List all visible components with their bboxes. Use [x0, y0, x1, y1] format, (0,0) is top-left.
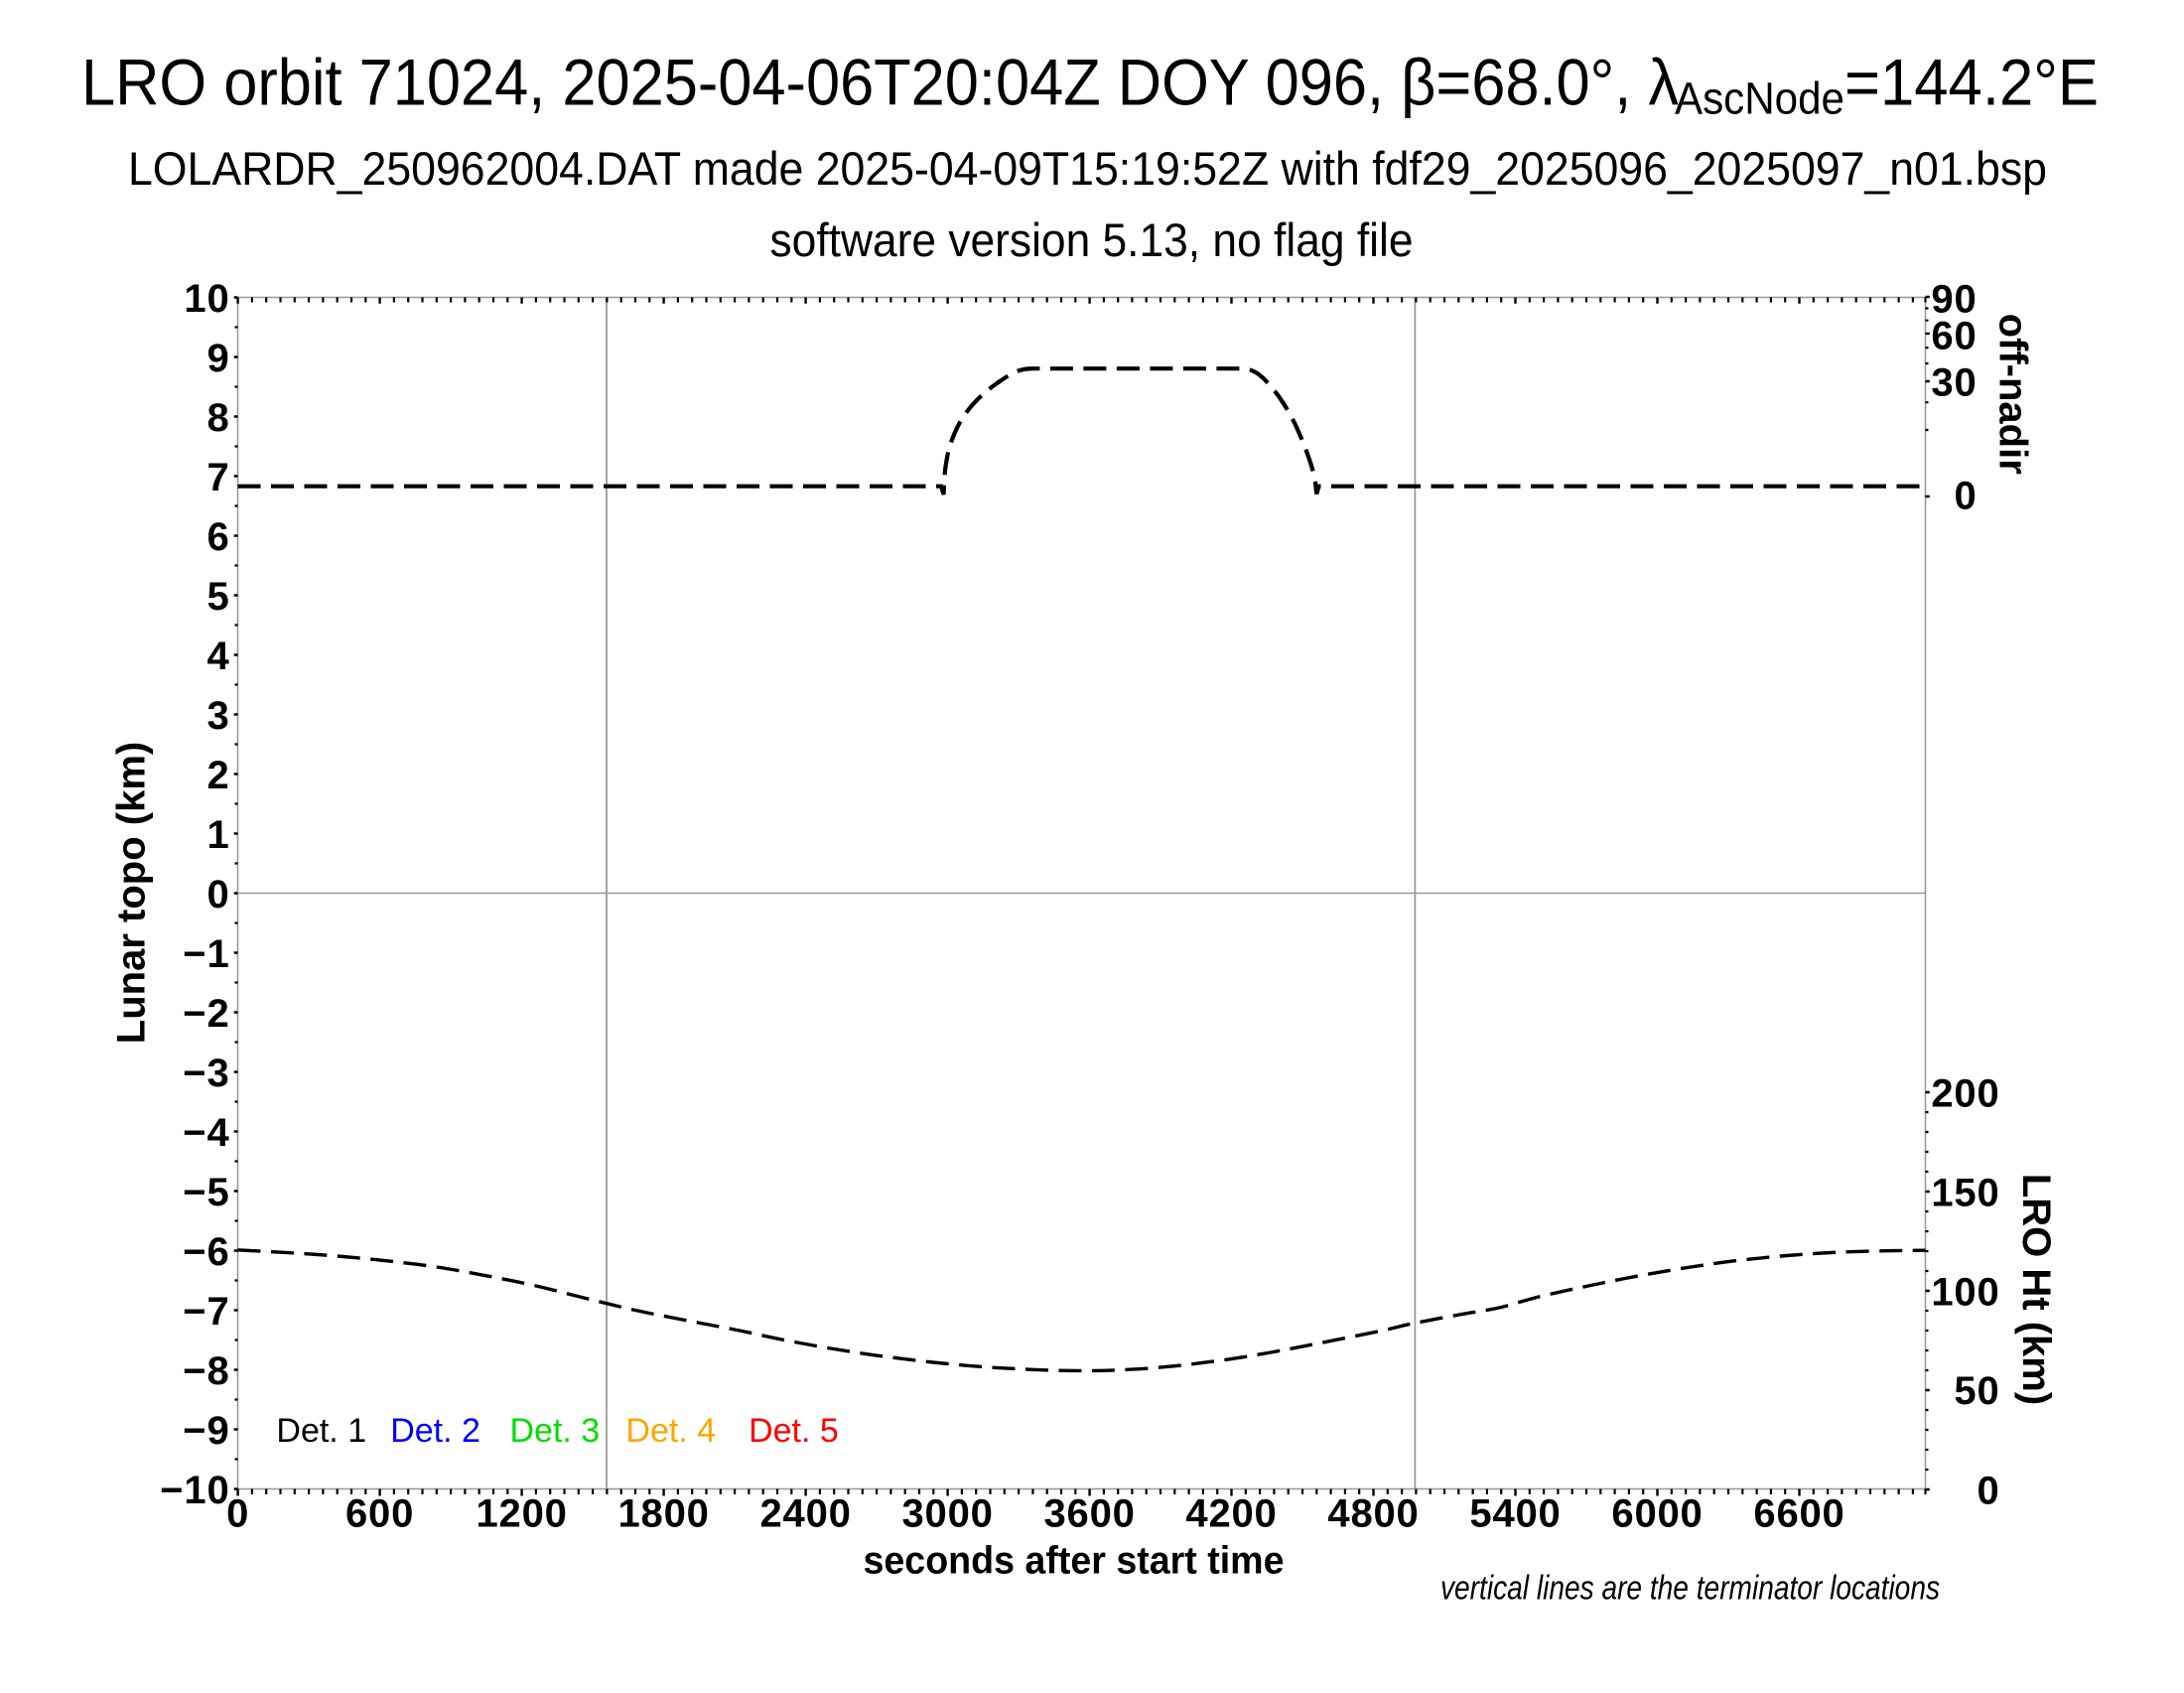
svg-text:5400: 5400	[1469, 1492, 1561, 1536]
svg-text:Det. 3: Det. 3	[510, 1412, 601, 1450]
svg-text:LRO Ht (km): LRO Ht (km)	[2014, 1174, 2058, 1405]
svg-text:LRO orbit 71024, 2025-04-06T20: LRO orbit 71024, 2025-04-06T20:04Z DOY 0…	[81, 46, 1679, 119]
svg-text:9: 9	[206, 337, 229, 380]
svg-text:vertical lines are the termina: vertical lines are the terminator locati…	[1440, 1570, 1940, 1608]
svg-text:0: 0	[1954, 475, 1977, 518]
svg-text:10: 10	[184, 277, 229, 321]
svg-text:0: 0	[206, 873, 229, 917]
svg-text:6: 6	[206, 515, 229, 559]
svg-text:90: 90	[1931, 278, 1977, 322]
svg-text:Det. 4: Det. 4	[625, 1412, 716, 1450]
svg-text:600: 600	[345, 1492, 414, 1536]
svg-text:50: 50	[1954, 1369, 1999, 1413]
svg-text:−5: −5	[183, 1171, 229, 1214]
svg-text:0: 0	[226, 1492, 249, 1536]
svg-text:1200: 1200	[477, 1492, 568, 1536]
svg-text:4200: 4200	[1185, 1492, 1277, 1536]
svg-text:100: 100	[1931, 1271, 1999, 1315]
svg-text:seconds after start time: seconds after start time	[864, 1540, 1285, 1583]
svg-text:3000: 3000	[902, 1492, 994, 1536]
svg-text:4800: 4800	[1327, 1492, 1419, 1536]
svg-text:−6: −6	[183, 1230, 229, 1274]
svg-text:−1: −1	[183, 932, 229, 976]
svg-text:Det. 2: Det. 2	[390, 1412, 480, 1450]
svg-text:=144.2°E: =144.2°E	[1844, 46, 2099, 119]
svg-text:3: 3	[206, 694, 229, 738]
svg-text:−3: −3	[183, 1052, 229, 1095]
svg-text:1800: 1800	[618, 1492, 710, 1536]
svg-text:6000: 6000	[1611, 1492, 1703, 1536]
svg-text:Lunar topo (km): Lunar topo (km)	[110, 742, 154, 1044]
svg-text:off-nadir: off-nadir	[1991, 314, 2035, 475]
svg-text:4: 4	[206, 635, 229, 678]
svg-text:2400: 2400	[760, 1492, 852, 1536]
svg-text:3600: 3600	[1044, 1492, 1136, 1536]
svg-text:1: 1	[206, 813, 229, 857]
svg-text:−10: −10	[160, 1469, 229, 1512]
svg-text:200: 200	[1931, 1072, 1999, 1116]
svg-text:−8: −8	[183, 1349, 229, 1393]
svg-text:Det. 5: Det. 5	[749, 1412, 839, 1450]
svg-text:−4: −4	[183, 1111, 229, 1155]
svg-text:LOLARDR_250962004.DAT made 202: LOLARDR_250962004.DAT made 2025-04-09T15…	[128, 142, 2047, 195]
svg-text:30: 30	[1931, 361, 1977, 405]
svg-text:8: 8	[206, 396, 229, 440]
svg-text:Det. 1: Det. 1	[276, 1412, 366, 1450]
svg-text:7: 7	[206, 456, 229, 499]
svg-text:150: 150	[1931, 1172, 1999, 1215]
svg-text:software version 5.13, no flag: software version 5.13, no flag file	[770, 213, 1414, 266]
svg-text:−7: −7	[183, 1290, 229, 1334]
svg-text:2: 2	[206, 754, 229, 797]
svg-text:0: 0	[1977, 1470, 1999, 1513]
svg-text:6600: 6600	[1753, 1492, 1844, 1536]
svg-text:60: 60	[1931, 315, 1977, 358]
svg-text:5: 5	[206, 575, 229, 619]
svg-text:−9: −9	[183, 1409, 229, 1453]
svg-text:AscNode: AscNode	[1675, 73, 1844, 124]
svg-text:−2: −2	[183, 992, 229, 1036]
